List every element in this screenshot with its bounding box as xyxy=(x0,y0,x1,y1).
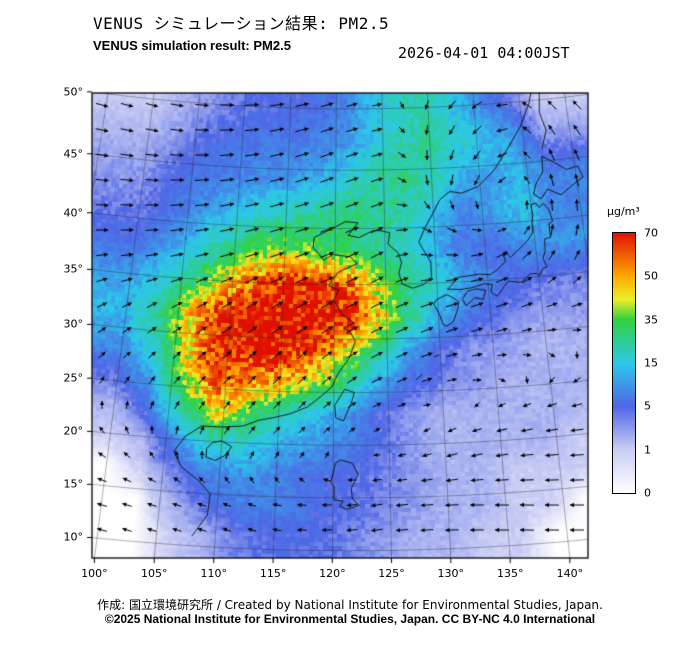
y-tick-label-40: 40° xyxy=(63,206,84,220)
y-tick-label-25: 25° xyxy=(63,371,84,385)
x-tick-label-140: 140° xyxy=(556,567,584,580)
x-tick-label-120: 120° xyxy=(319,567,346,580)
colorbar-tick-labels: 70 50 35 15 5 1 0 xyxy=(644,227,684,500)
footer-copyright: ©2025 National Institute for Environment… xyxy=(104,612,596,626)
colorbar-tick-label-15: 15 xyxy=(644,356,658,370)
y-tick-label-15: 15° xyxy=(63,477,84,491)
colorbar-gradient xyxy=(612,232,636,494)
colorbar-tick-label-35: 35 xyxy=(644,313,658,327)
colorbar-tick-label-0: 0 xyxy=(644,486,651,500)
x-tick-label-130: 130° xyxy=(437,567,465,580)
x-tick-label-110: 110° xyxy=(200,567,228,580)
colorbar-tick-label-5: 5 xyxy=(644,399,651,413)
y-tick-label-35: 35° xyxy=(63,262,84,276)
y-tick-label-10: 10° xyxy=(63,530,84,544)
y-tick-label-50: 50° xyxy=(63,85,84,99)
timestamp: 2026-04-01 04:00JST xyxy=(398,44,570,62)
x-tick-label-105: 105° xyxy=(140,567,168,580)
x-tick-label-125: 125° xyxy=(378,567,405,580)
colorbar-tick-label-1: 1 xyxy=(644,443,651,457)
colorbar-unit-label: µg/m³ xyxy=(607,205,640,218)
x-tick-label-135: 135° xyxy=(496,567,524,580)
colorbar: µg/m³ 70 50 35 15 5 1 0 xyxy=(605,205,695,505)
title-japanese: VENUS シミュレーション結果: PM2.5 xyxy=(93,14,390,33)
title-english: VENUS simulation result: PM2.5 xyxy=(93,38,291,53)
y-tick-label-20: 20° xyxy=(63,424,84,438)
colorbar-tick-label-50: 50 xyxy=(644,269,658,283)
x-tick-label-115: 115° xyxy=(259,567,287,580)
footer-credit: 作成: 国立環境研究所 / Created by National Instit… xyxy=(97,598,603,612)
y-tick-label-30: 30° xyxy=(63,317,84,331)
y-tick-label-45: 45° xyxy=(63,147,84,161)
x-tick-label-100: 100° xyxy=(81,567,108,580)
colorbar-tick-label-70: 70 xyxy=(644,226,658,240)
